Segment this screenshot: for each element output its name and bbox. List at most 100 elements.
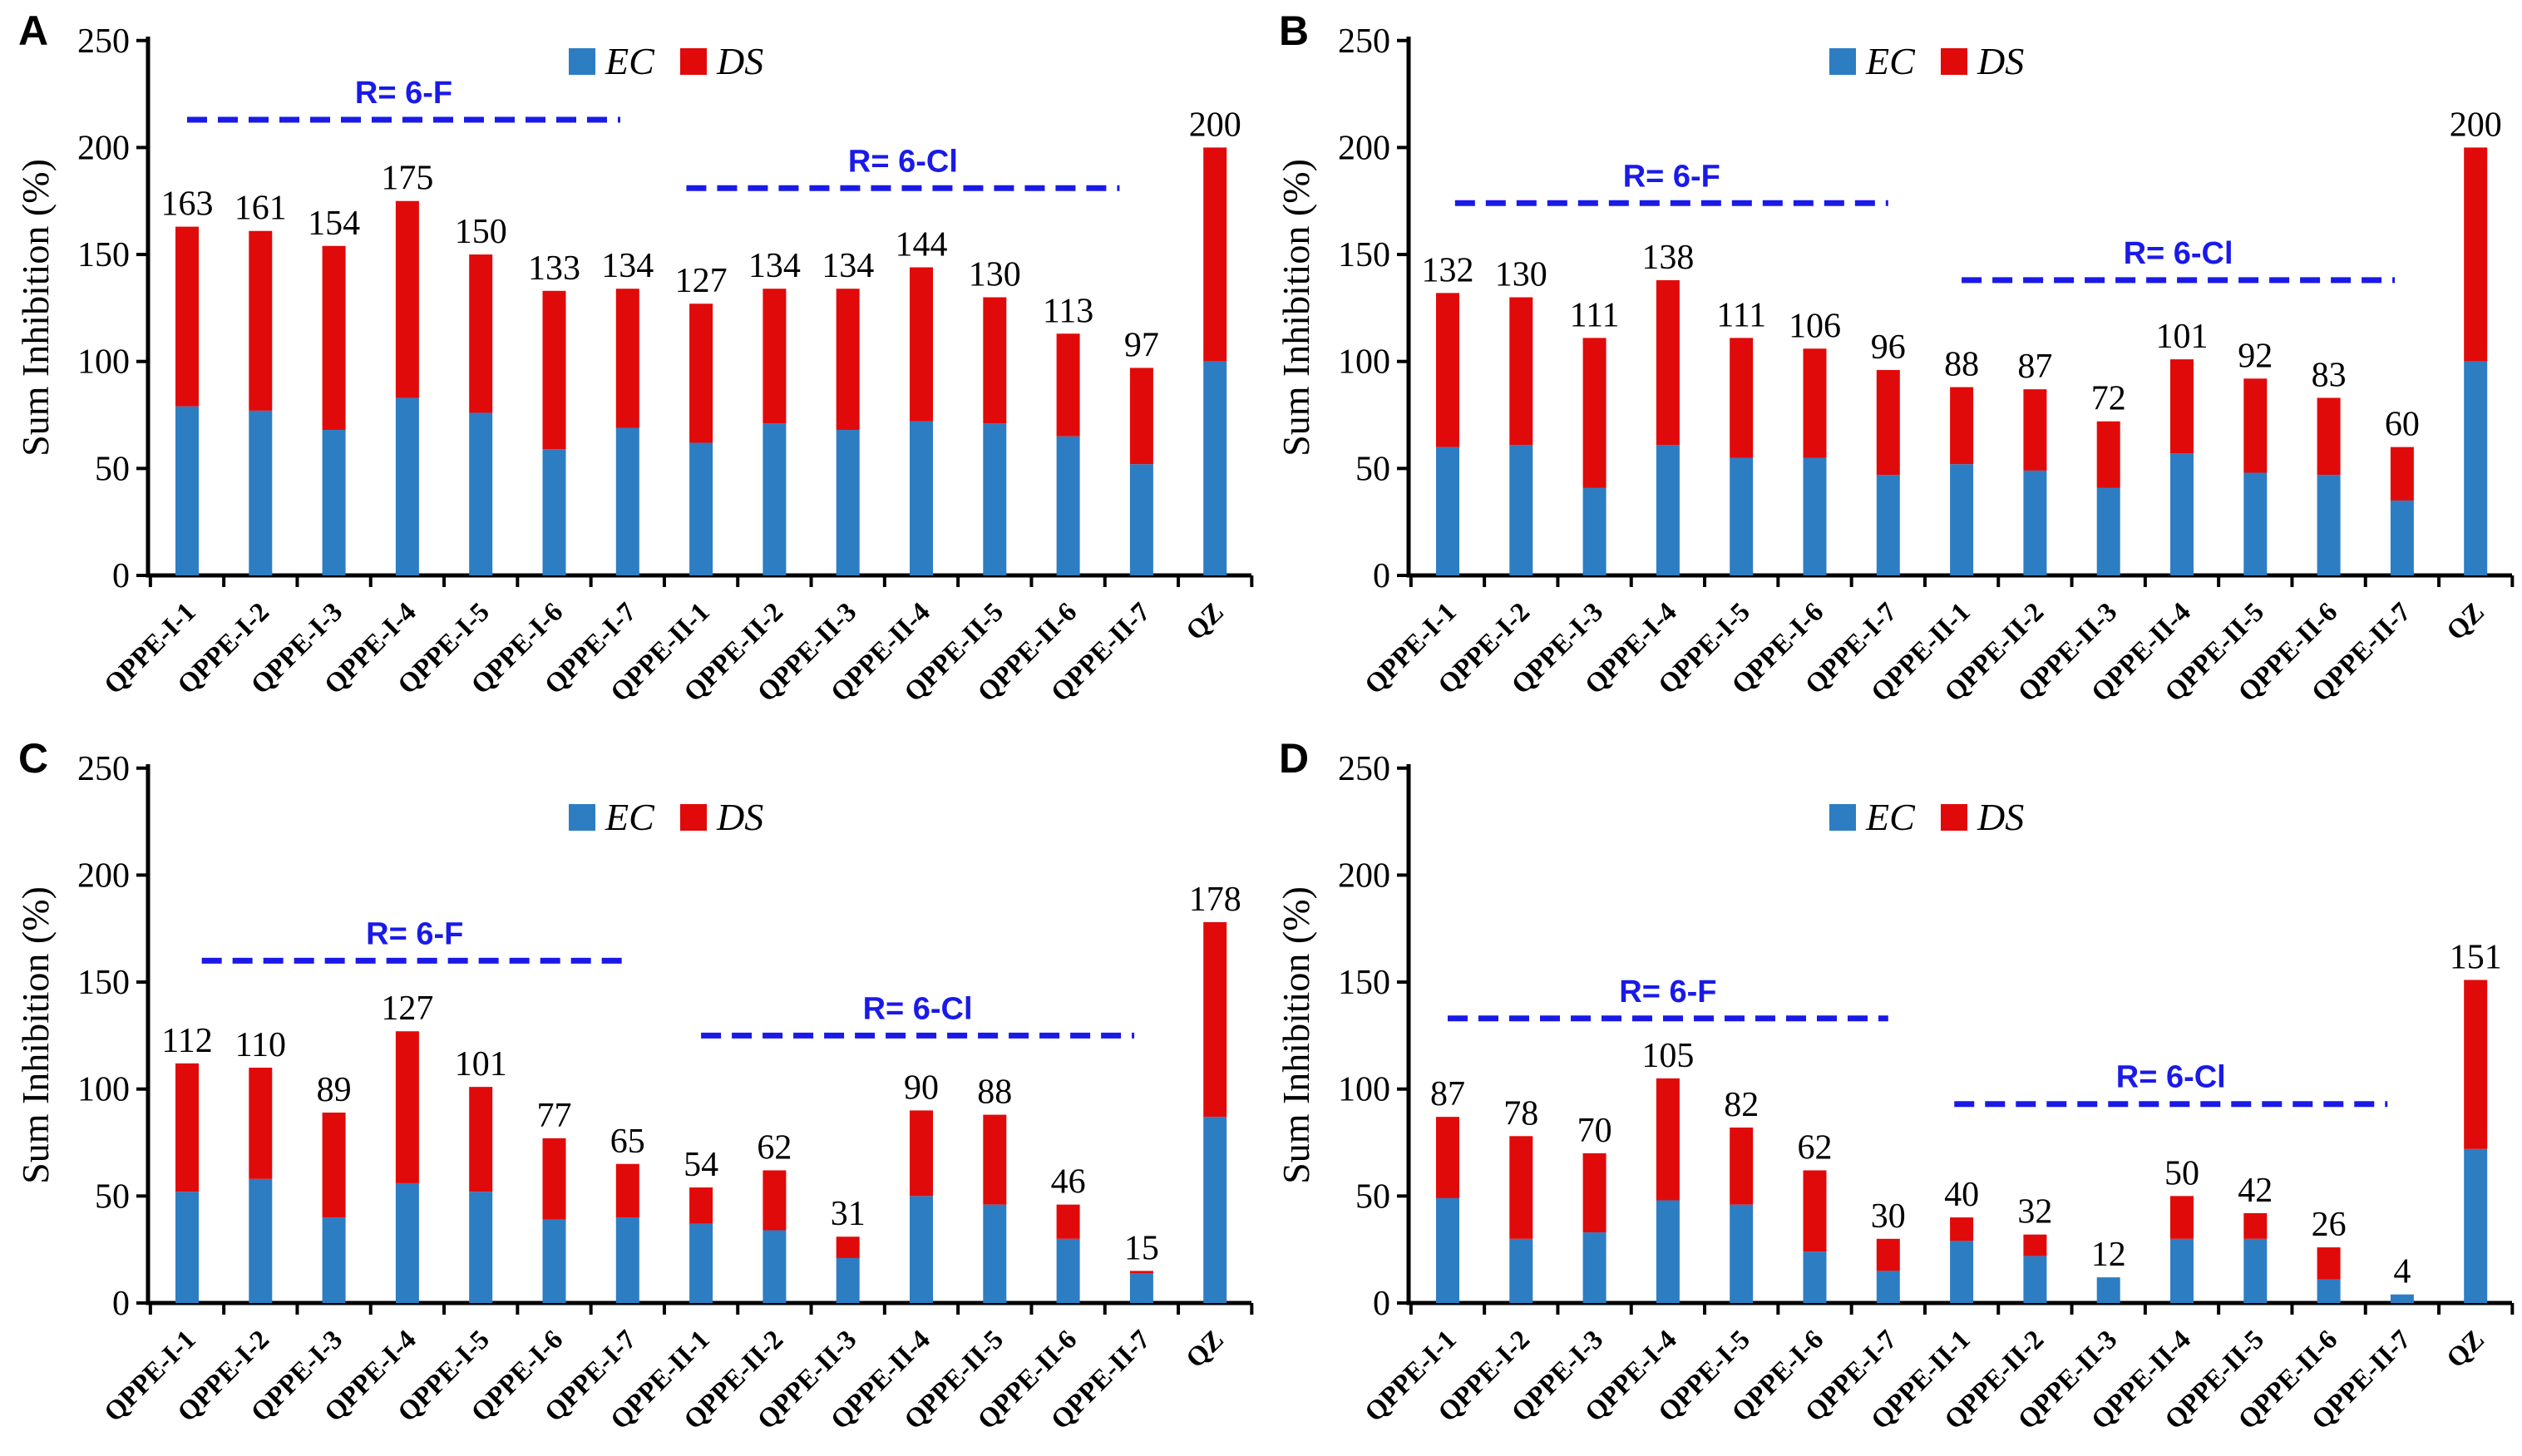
- bar-ds-segment: [763, 1170, 787, 1231]
- bar-ds-segment: [1582, 1152, 1606, 1233]
- bar-value-label: 89: [317, 1071, 352, 1109]
- bar-ec-segment: [2464, 1148, 2488, 1303]
- bar-ec-segment: [2243, 1238, 2268, 1303]
- legend: EC DS: [569, 796, 763, 838]
- legend-label-ec: EC: [605, 796, 655, 838]
- bar-ec-segment: [1803, 1251, 1827, 1303]
- bar-value-label: 111: [1716, 296, 1766, 334]
- bar-ec-segment: [836, 1257, 860, 1303]
- bar-value-label: 40: [1944, 1176, 1979, 1214]
- bar-ds-segment: [615, 1163, 639, 1218]
- y-tick-label: 50: [1355, 450, 1390, 488]
- bar-ds-segment: [1656, 1078, 1680, 1201]
- bar-ec-segment: [175, 1192, 199, 1303]
- category-label: QZ: [2441, 597, 2490, 646]
- bar-ec-segment: [2023, 470, 2047, 575]
- bar-value-label: 151: [2450, 938, 2502, 976]
- y-tick-label: 150: [77, 236, 130, 274]
- bar-ds-segment: [689, 304, 713, 443]
- bar-value-label: 88: [977, 1073, 1012, 1112]
- category-label: QZ: [1181, 597, 1230, 646]
- bar-ds-segment: [1582, 338, 1606, 488]
- bar-value-label: 127: [675, 262, 728, 300]
- bar-ec-segment: [249, 1178, 273, 1303]
- legend-swatch-ec: [1829, 48, 1856, 75]
- bar-value-label: 87: [1430, 1075, 1465, 1113]
- y-tick-label: 100: [77, 1071, 130, 1109]
- bar-value-label: 65: [610, 1123, 645, 1161]
- bar-ec-segment: [910, 421, 933, 575]
- legend-label-ec: EC: [1865, 796, 1916, 838]
- bar-value-label: 101: [455, 1045, 507, 1083]
- bar-value-label: 26: [2312, 1206, 2347, 1244]
- category-label: QZ: [2441, 1325, 2490, 1374]
- bar-value-label: 163: [161, 185, 214, 224]
- bar-value-label: 72: [2091, 380, 2126, 418]
- annotation-label: R= 6-F: [355, 76, 452, 111]
- legend-swatch-ec: [569, 48, 595, 75]
- annotation-label: R= 6-Cl: [2124, 236, 2233, 271]
- bar-ec-segment: [1803, 457, 1827, 575]
- bar-ec-segment: [689, 1223, 713, 1303]
- bar-ec-segment: [1582, 1232, 1606, 1303]
- legend-label-ds: DS: [716, 796, 763, 838]
- bar-ds-segment: [1056, 1204, 1080, 1239]
- bar-value-label: 106: [1789, 307, 1841, 345]
- y-tick-label: 100: [1338, 1071, 1390, 1109]
- bar-ds-segment: [2243, 1212, 2268, 1239]
- legend-swatch-ds: [1941, 804, 1967, 831]
- bar-ec-segment: [1950, 1241, 1974, 1303]
- bar-ec-segment: [1876, 1271, 1900, 1303]
- bar-ec-segment: [1056, 436, 1080, 575]
- bar-ec-segment: [1656, 1200, 1680, 1303]
- bar-ec-segment: [1730, 1204, 1754, 1303]
- bar-ds-segment: [542, 290, 566, 450]
- y-tick-label: 250: [1338, 750, 1390, 788]
- bar-ec-segment: [1203, 1117, 1227, 1303]
- bar-ec-segment: [2317, 1279, 2341, 1303]
- y-axis-title: Sum Inhibition (%): [14, 159, 57, 457]
- bar-ec-segment: [1509, 1238, 1533, 1303]
- bar-ds-segment: [1129, 1271, 1153, 1273]
- bar-ds-segment: [836, 1236, 860, 1258]
- bar-value-label: 42: [2238, 1172, 2273, 1210]
- bar-ec-segment: [1656, 445, 1680, 575]
- bar-ds-segment: [175, 226, 199, 407]
- bar-ds-segment: [1730, 1128, 1754, 1205]
- bar-value-label: 15: [1124, 1229, 1159, 1267]
- bar-value-label: 31: [831, 1195, 866, 1233]
- bar-ec-segment: [2023, 1256, 2047, 1303]
- bar-ec-segment: [2317, 475, 2341, 575]
- legend: EC DS: [1829, 796, 2024, 838]
- bar-ec-segment: [1876, 475, 1900, 575]
- bar-value-label: 88: [1944, 346, 1979, 384]
- legend-label-ec: EC: [1865, 40, 1916, 82]
- bar-ds-segment: [469, 1087, 493, 1192]
- category-label: QZ: [1181, 1325, 1230, 1374]
- bar-value-label: 133: [528, 249, 580, 288]
- annotation-label: R= 6-F: [1623, 159, 1720, 194]
- y-tick-label: 50: [1355, 1177, 1390, 1216]
- bar-value-label: 178: [1189, 881, 1241, 919]
- y-tick-label: 200: [77, 856, 130, 895]
- bar-ec-segment: [1582, 487, 1606, 575]
- bar-value-label: 83: [2312, 356, 2347, 394]
- bar-ec-segment: [1730, 457, 1754, 575]
- bar-value-label: 82: [1724, 1086, 1759, 1124]
- bar-ds-segment: [1950, 387, 1974, 465]
- bar-ds-segment: [395, 200, 419, 398]
- panel-letter: A: [18, 7, 48, 54]
- bar-ds-segment: [1730, 338, 1754, 458]
- bar-ec-segment: [910, 1196, 933, 1303]
- bar-ec-segment: [1056, 1238, 1080, 1303]
- bar-value-label: 54: [684, 1146, 718, 1184]
- panel-b: B Sum Inhibition (%) 0 50 100 150 200 250 132 QPP…: [1261, 0, 2521, 728]
- bar-ec-segment: [469, 412, 493, 575]
- bar-value-label: 138: [1641, 239, 1694, 277]
- bar-value-label: 46: [1051, 1163, 1086, 1202]
- bar-ec-segment: [1203, 361, 1227, 575]
- bar-ds-segment: [2317, 397, 2341, 476]
- bar-ds-segment: [1436, 1117, 1459, 1198]
- bar-ds-segment: [1129, 368, 1153, 465]
